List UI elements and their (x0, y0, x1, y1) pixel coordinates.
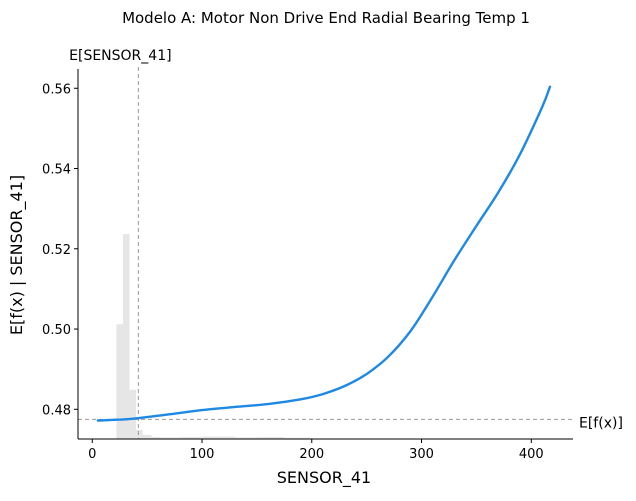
histogram-bar (142, 434, 152, 439)
series-line (96, 85, 552, 422)
histogram-bar (202, 436, 235, 439)
x-tick-label: 200 (299, 447, 324, 462)
feature-expected-value-label: E[SENSOR_41] (69, 48, 171, 64)
histogram-bar (180, 436, 203, 439)
histogram-bar (136, 429, 143, 439)
histogram-bar (151, 436, 161, 439)
series-layer (96, 85, 552, 422)
histogram-bar (116, 324, 123, 439)
histogram-bar (129, 389, 137, 439)
histogram (116, 234, 312, 439)
y-tick-label: 0.56 (42, 82, 71, 97)
x-tick-label: 400 (519, 447, 544, 462)
expected-value-label: E[f(x)] (579, 415, 623, 431)
x-tick-label: 100 (190, 447, 215, 462)
histogram-bar (123, 234, 130, 439)
x-ticks: 0 100 200 300 400 (88, 439, 544, 462)
x-tick-label: 300 (409, 447, 434, 462)
y-tick-label: 0.54 (42, 163, 71, 178)
x-axis-label: SENSOR_41 (277, 468, 371, 488)
chart-title: Modelo A: Motor Non Drive End Radial Bea… (122, 9, 530, 27)
y-axis-label: E[f(x) | SENSOR_41] (7, 175, 27, 335)
histogram-bar (160, 437, 181, 439)
y-tick-label: 0.48 (42, 403, 71, 418)
histogram-bar (284, 437, 312, 439)
histogram-bar (234, 437, 257, 439)
histogram-bar (256, 436, 285, 439)
y-ticks: 0.48 0.50 0.52 0.54 0.56 (42, 82, 78, 418)
y-tick-label: 0.50 (42, 323, 71, 338)
y-tick-label: 0.52 (42, 243, 71, 258)
x-tick-label: 0 (88, 447, 96, 462)
